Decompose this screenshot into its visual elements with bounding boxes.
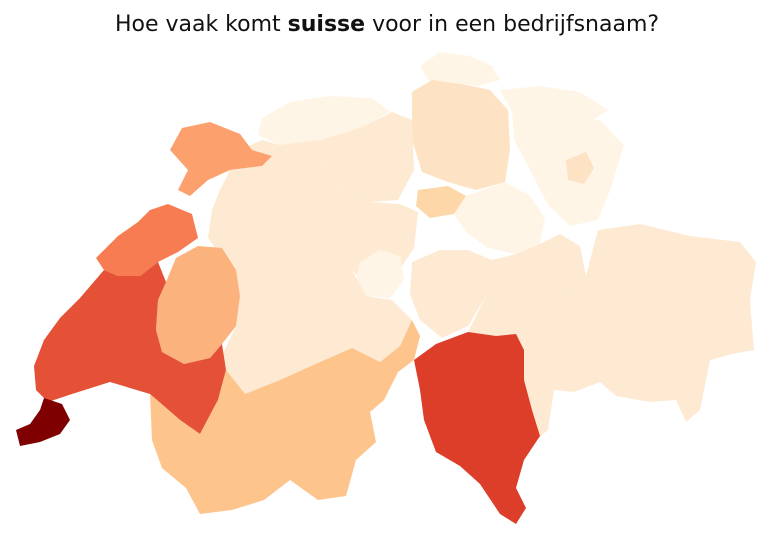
canton-fribourg xyxy=(156,246,240,364)
canton-basel xyxy=(258,96,390,145)
canton-schwyz xyxy=(454,182,545,254)
canton-valais xyxy=(150,320,420,514)
canton-geneva xyxy=(16,398,70,446)
canton-appenzell xyxy=(566,152,594,184)
title-prefix: Hoe vaak komt xyxy=(114,12,288,37)
canton-aargau xyxy=(320,112,414,202)
canton-vaud xyxy=(34,262,226,434)
canton-ticino xyxy=(414,332,540,524)
canton-obwalden xyxy=(356,250,404,298)
canton-schaffhausen xyxy=(420,52,500,86)
canton-uri xyxy=(410,250,492,338)
map-title: Hoe vaak komt suisse voor in een bedrijf… xyxy=(0,12,774,37)
canton-zurich xyxy=(412,80,510,190)
canton-neuchatel xyxy=(96,204,198,276)
title-keyword: suisse xyxy=(287,12,366,37)
canton-graubunden xyxy=(468,224,756,440)
title-suffix: voor in een bedrijfsnaam? xyxy=(365,12,660,37)
canton-thurgau xyxy=(500,86,608,122)
canton-zug xyxy=(416,186,466,218)
canton-bern xyxy=(208,160,412,398)
canton-jura xyxy=(170,122,272,196)
canton-glarus xyxy=(536,234,586,296)
